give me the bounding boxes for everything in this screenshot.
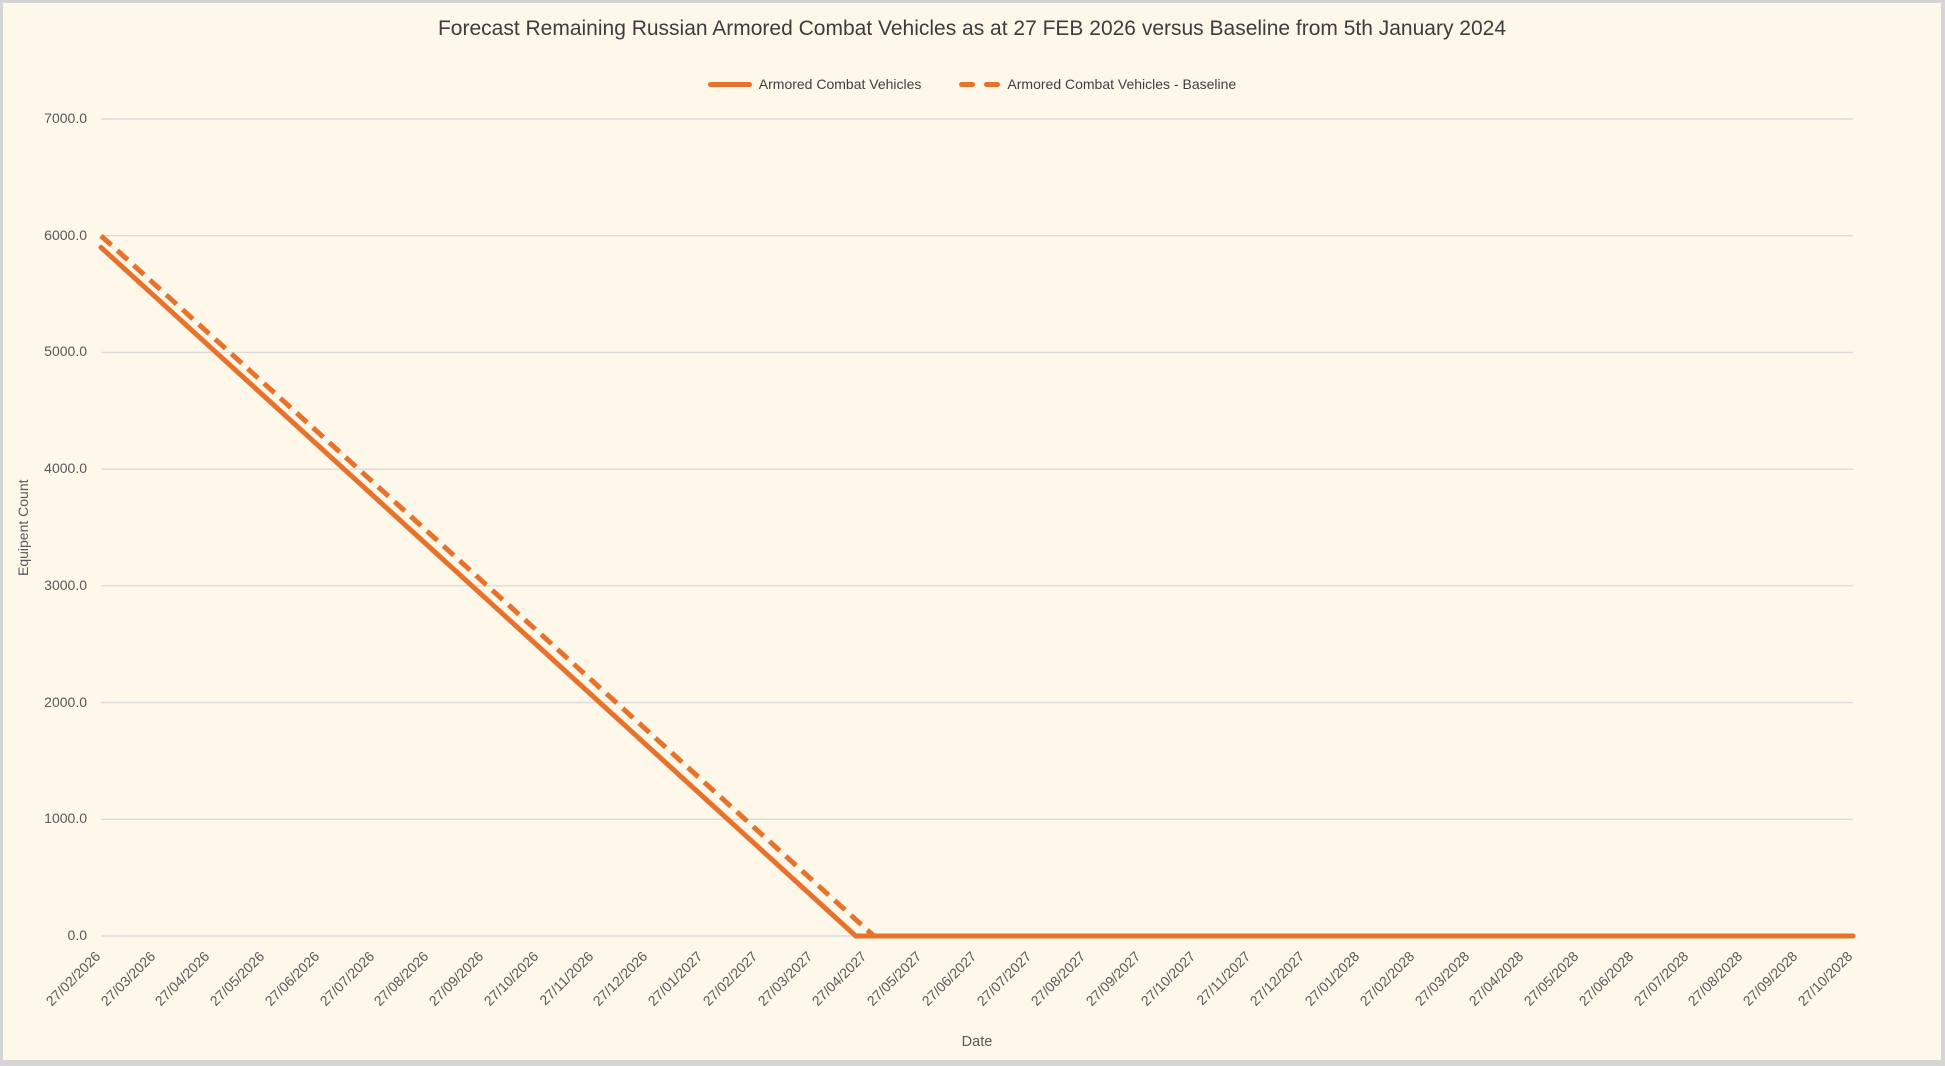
y-tick-label-2000.0: 2000.0 [44, 693, 87, 710]
solid-line-swatch-icon [707, 81, 752, 87]
legend-label-armored-combat-vehicles-baseline: Armored Combat Vehicles - Baseline [1007, 76, 1237, 92]
series-line-forecast [98, 244, 1856, 939]
y-tick-label-6000.0: 6000.0 [44, 226, 87, 243]
y-tick-label-1000.0: 1000.0 [44, 810, 87, 827]
legend-label-armored-combat-vehicles: Armored Combat Vehicles [758, 76, 922, 92]
y-tick-label-3000.0: 3000.0 [44, 576, 87, 593]
y-axis-title: Equipent Count [15, 479, 31, 576]
y-tick-label-5000.0: 5000.0 [44, 343, 87, 360]
y-tick-label-4000.0: 4000.0 [44, 460, 87, 477]
dashed-line-swatch-icon [959, 81, 1001, 87]
series-line-baseline [99, 233, 1853, 939]
y-tick-label-7000.0: 7000.0 [44, 110, 87, 126]
legend-item-armored-combat-vehicles-baseline: Armored Combat Vehicles - Baseline [959, 76, 1236, 92]
legend-item-armored-combat-vehicles: Armored Combat Vehicles [707, 76, 922, 92]
y-tick-label-0.0: 0.0 [67, 927, 87, 943]
legend: Armored Combat Vehicles Armored Combat V… [3, 76, 1941, 92]
plot-area [98, 118, 1856, 939]
x-axis-title: Date [961, 1034, 993, 1050]
chart-title: Forecast Remaining Russian Armored Comba… [437, 17, 1507, 40]
